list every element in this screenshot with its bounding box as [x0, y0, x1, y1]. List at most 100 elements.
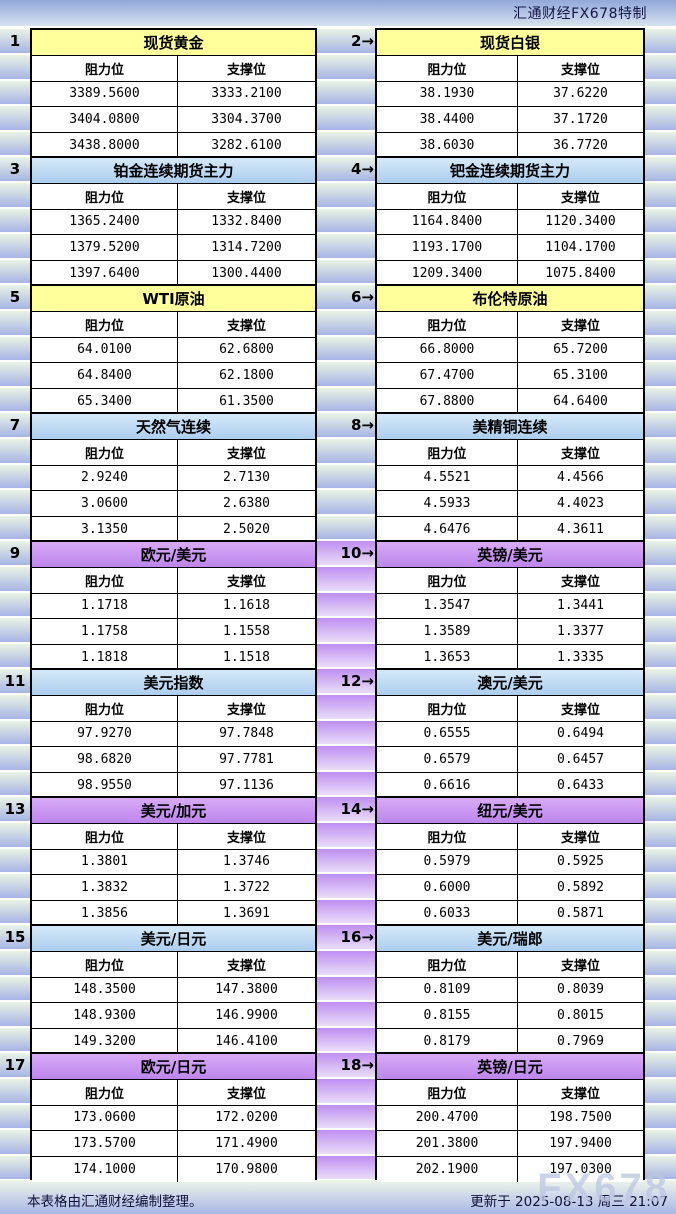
resistance-value: 4.5521 — [377, 465, 518, 491]
row-number-band: 3 — [0, 157, 30, 181]
margin-band — [0, 720, 30, 744]
margin-band — [645, 80, 676, 104]
price-panel: 现货白银 阻力位 支撑位 38.1930 37.6220 38.4400 37.… — [375, 28, 645, 158]
margin-band — [0, 387, 30, 411]
panel-number-with-arrow: 2→ — [350, 31, 374, 50]
panel-row: 5 WTI原油 阻力位 支撑位 64.0100 62.6800 64.8400 … — [0, 284, 676, 414]
resistance-value: 3.0600 — [32, 491, 178, 517]
margin-band — [0, 951, 30, 975]
margin-band — [645, 1027, 676, 1051]
gutter-column: 6→ — [317, 284, 375, 412]
resistance-header: 阻力位 — [377, 696, 518, 722]
margin-band — [645, 1104, 676, 1128]
margin-band — [317, 490, 375, 514]
resistance-value: 1.3856 — [32, 900, 178, 926]
margin-band — [0, 464, 30, 488]
margin-band — [645, 413, 676, 437]
row-number-band: 17 — [0, 1053, 30, 1077]
support-value: 172.0200 — [178, 1105, 315, 1131]
margin-band — [645, 823, 676, 847]
margin-band — [317, 618, 375, 642]
support-value: 1.1558 — [178, 619, 315, 645]
resistance-value: 173.5700 — [32, 1131, 178, 1157]
support-value: 0.5871 — [518, 900, 643, 926]
panel-number-with-arrow: 10→ — [340, 543, 374, 562]
resistance-header: 阻力位 — [377, 440, 518, 466]
panel-title: WTI原油 — [32, 286, 315, 312]
support-value: 1.1518 — [178, 644, 315, 670]
price-panel: 钯金连续期货主力 阻力位 支撑位 1164.8400 1120.3400 119… — [375, 156, 645, 286]
right-margin-column — [645, 1052, 676, 1180]
margin-band — [317, 311, 375, 335]
resistance-value: 1.1818 — [32, 644, 178, 670]
resistance-value: 97.9270 — [32, 721, 178, 747]
support-value: 0.6457 — [518, 747, 643, 773]
resistance-header: 阻力位 — [32, 312, 178, 338]
price-panel: 美元/日元 阻力位 支撑位 148.3500 147.3800 148.9300… — [30, 924, 317, 1054]
margin-band — [645, 899, 676, 923]
resistance-value: 1.3653 — [377, 644, 518, 670]
margin-band — [645, 720, 676, 744]
resistance-value: 1397.6400 — [32, 260, 178, 286]
resistance-value: 3389.5600 — [32, 81, 178, 107]
support-value: 0.6494 — [518, 721, 643, 747]
margin-band — [317, 234, 375, 258]
margin-band — [645, 285, 676, 309]
row-number-band: 6→ — [317, 285, 375, 309]
panel-title: 英镑/美元 — [377, 542, 643, 568]
support-value: 1104.1700 — [518, 235, 643, 261]
margin-band — [645, 1002, 676, 1026]
margin-band — [317, 746, 375, 770]
row-number-band: 13 — [0, 797, 30, 821]
margin-band — [645, 387, 676, 411]
support-value: 1.1618 — [178, 593, 315, 619]
price-panel: 纽元/美元 阻力位 支撑位 0.5979 0.5925 0.6000 0.589… — [375, 796, 645, 926]
margin-band — [645, 515, 676, 539]
resistance-value: 200.4700 — [377, 1105, 518, 1131]
panel-title: 欧元/美元 — [32, 542, 315, 568]
resistance-value: 1365.2400 — [32, 209, 178, 235]
panel-title: 美精铜连续 — [377, 414, 643, 440]
price-panel: 欧元/日元 阻力位 支撑位 173.0600 172.0200 173.5700… — [30, 1052, 317, 1182]
margin-band — [317, 439, 375, 463]
resistance-value: 1.3589 — [377, 619, 518, 645]
support-value: 3304.3700 — [178, 107, 315, 133]
panel-title: 现货黄金 — [32, 30, 315, 56]
margin-band — [645, 541, 676, 565]
price-panel: 欧元/美元 阻力位 支撑位 1.1718 1.1618 1.1758 1.155… — [30, 540, 317, 670]
margin-band — [645, 208, 676, 232]
support-value: 0.8039 — [518, 977, 643, 1003]
support-value: 198.7500 — [518, 1105, 643, 1131]
margin-band — [317, 951, 375, 975]
support-value: 2.5020 — [178, 516, 315, 542]
gutter-column: 8→ — [317, 412, 375, 540]
support-value: 0.6433 — [518, 772, 643, 798]
row-number-band: 1 — [0, 29, 30, 53]
margin-band — [0, 899, 30, 923]
panel-row: 7 天然气连续 阻力位 支撑位 2.9240 2.7130 3.0600 2.6… — [0, 412, 676, 542]
resistance-value: 0.6579 — [377, 747, 518, 773]
margin-band — [317, 387, 375, 411]
margin-band — [317, 183, 375, 207]
gutter-column: 14→ — [317, 796, 375, 924]
resistance-value: 1.3832 — [32, 875, 178, 901]
support-header: 支撑位 — [178, 56, 315, 82]
resistance-value: 1.1758 — [32, 619, 178, 645]
margin-band — [317, 131, 375, 155]
margin-band — [317, 1002, 375, 1026]
right-margin-column — [645, 796, 676, 924]
panel-number-with-arrow: 14→ — [340, 799, 374, 818]
panel-title: 美元/加元 — [32, 798, 315, 824]
row-number-band: 8→ — [317, 413, 375, 437]
resistance-value: 67.4700 — [377, 363, 518, 389]
support-header: 支撑位 — [178, 312, 315, 338]
resistance-value: 0.6000 — [377, 875, 518, 901]
resistance-value: 3.1350 — [32, 516, 178, 542]
support-value: 97.1136 — [178, 772, 315, 798]
margin-band — [645, 592, 676, 616]
right-margin-column — [645, 28, 676, 156]
support-value: 65.3100 — [518, 363, 643, 389]
margin-band — [0, 55, 30, 79]
resistance-value: 0.6616 — [377, 772, 518, 798]
support-header: 支撑位 — [518, 184, 643, 210]
